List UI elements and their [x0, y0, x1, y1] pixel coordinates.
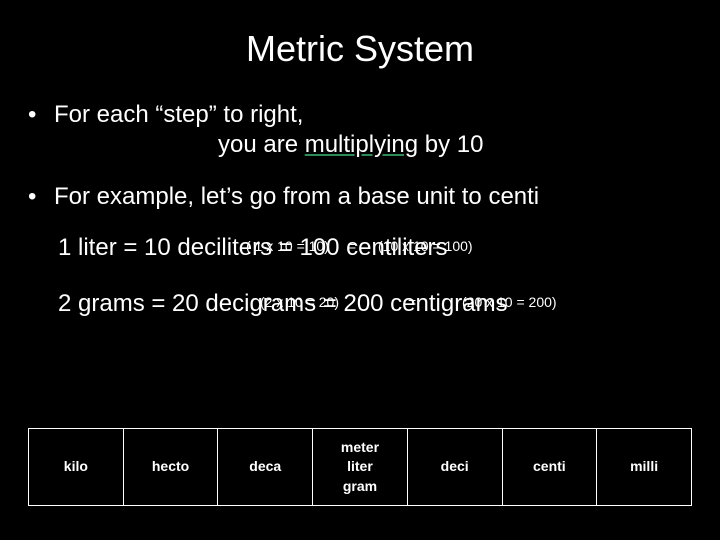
- examples: 1 liter = 10 deciliters = 100 centiliter…: [58, 234, 692, 320]
- base-gram: gram: [315, 477, 405, 497]
- bullet-1-line-2: you are multiplying by 10: [28, 130, 692, 160]
- bullet-1-underlined: multiplying: [305, 131, 418, 158]
- cell-milli: milli: [597, 429, 692, 506]
- bullet-1: •For each “step” to right, you are multi…: [28, 100, 692, 160]
- bullet-1-prefix: you are: [218, 131, 305, 158]
- bullet-dot: •: [28, 182, 54, 212]
- base-meter: meter: [315, 438, 405, 458]
- example-gram-calc-b: (20 x 10 = 200): [462, 294, 557, 310]
- table-row: kilo hecto deca meter liter gram deci ce…: [29, 429, 692, 506]
- cell-deca: deca: [218, 429, 313, 506]
- bullet-1-suffix: by 10: [418, 131, 483, 158]
- example-liter-calc-mid: =: [348, 238, 356, 254]
- cell-deci: deci: [407, 429, 502, 506]
- base-liter: liter: [315, 457, 405, 477]
- slide-body: •For each “step” to right, you are multi…: [0, 70, 720, 320]
- bullet-2-text: For example, let’s go from a base unit t…: [54, 183, 539, 210]
- bullet-2: •For example, let’s go from a base unit …: [28, 182, 692, 212]
- cell-base: meter liter gram: [313, 429, 408, 506]
- example-gram-calc-mid: =: [408, 294, 416, 310]
- bullet-dot: •: [28, 100, 54, 130]
- page-title: Metric System: [0, 0, 720, 70]
- slide: Metric System •For each “step” to right,…: [0, 0, 720, 540]
- cell-kilo: kilo: [29, 429, 124, 506]
- cell-hecto: hecto: [123, 429, 218, 506]
- example-gram: 2 grams = 20 decigrams = 200 centigrams …: [58, 290, 692, 320]
- example-gram-calc-a: (2 x 10 = 20): [260, 294, 339, 310]
- prefix-table: kilo hecto deca meter liter gram deci ce…: [28, 428, 692, 506]
- example-liter-calc-b: (10 x 10 = 100): [378, 238, 473, 254]
- example-liter: 1 liter = 10 deciliters = 100 centiliter…: [58, 234, 692, 264]
- bullet-1-line-1: For each “step” to right,: [54, 101, 303, 128]
- cell-centi: centi: [502, 429, 597, 506]
- example-liter-calc-a: ( 1 x 10 = 10): [246, 238, 329, 254]
